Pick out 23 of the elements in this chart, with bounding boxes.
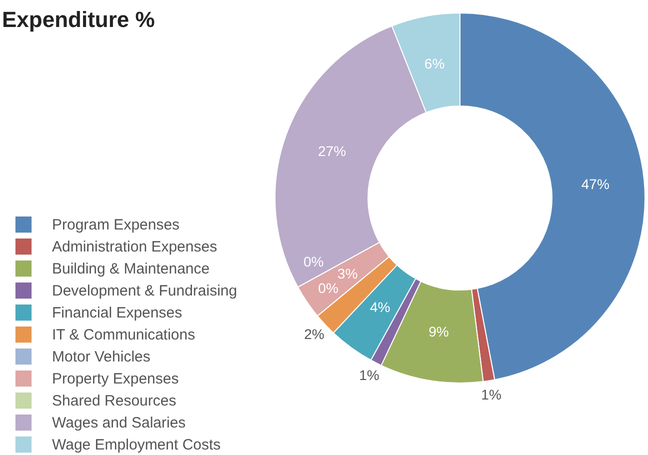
data-label: 2% (304, 326, 324, 342)
legend-label: Development & Fundraising (52, 282, 238, 300)
data-label: 9% (428, 323, 449, 340)
data-label: 1% (359, 367, 380, 384)
legend-label: Wages and Salaries (52, 414, 186, 432)
data-label: 6% (424, 55, 445, 72)
legend-label: Building & Maintenance (52, 260, 210, 278)
legend-label: Administration Expenses (52, 238, 218, 256)
legend-label: Financial Expenses (52, 304, 182, 322)
legend-label: Wage Employment Costs (52, 436, 221, 454)
text: 0% (303, 254, 324, 270)
data-label: 47% (581, 176, 610, 192)
data-label: 3% (337, 265, 358, 282)
data-label: 1% (481, 386, 502, 403)
legend-label: Shared Resources (52, 392, 176, 410)
data-label: 27% (318, 142, 346, 159)
text: 0% (318, 280, 338, 296)
legend-label: IT & Communications (52, 326, 196, 344)
legend-label: Program Expenses (52, 216, 180, 234)
data-label: 4% (370, 299, 390, 316)
chart-title: Expenditure % (2, 7, 155, 32)
legend-label: Property Expenses (52, 370, 179, 388)
legend-label: Motor Vehicles (52, 348, 150, 366)
